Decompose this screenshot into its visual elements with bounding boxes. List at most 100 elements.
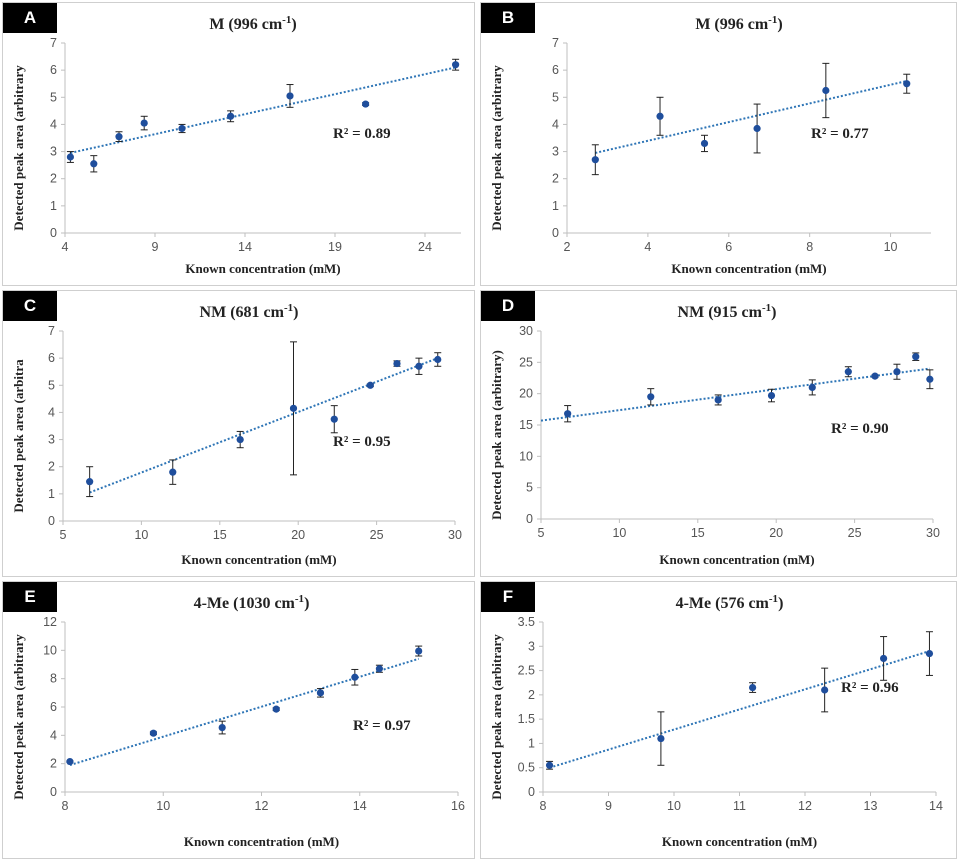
panel-letter: C [3, 291, 57, 321]
chart-panel-d: 5 10 15 20 25 30 0 5 10 15 20 25 30 NM (915 cm-1) Know… [480, 290, 957, 577]
data-point [647, 393, 655, 401]
r-squared-label: R² = 0.89 [333, 126, 391, 142]
chart-title: NM (915 cm-1) [678, 302, 777, 321]
y-axis-label: Detected peak area (arbitrary [11, 65, 26, 231]
chart-svg: 8 9 10 11 12 13 14 0 0.5 1 1.5 2 2.5 3 3.5 4-Me (576 cm… [489, 593, 943, 849]
chart-panel-b: 2 4 6 8 10 0 1 2 3 4 5 6 7 M (996 cm-1) Known concentr… [480, 2, 957, 286]
data-point [272, 705, 280, 713]
chart-svg: 8 10 12 14 16 0 2 4 6 8 10 12 4-Me (1030 cm-1) Known … [11, 593, 465, 849]
y-tick-label: 12 [43, 615, 57, 629]
x-tick-label: 10 [884, 240, 898, 254]
data-point [393, 359, 401, 368]
trendline [69, 657, 419, 767]
y-tick-label: 3 [48, 433, 55, 447]
data-point [236, 435, 244, 444]
x-tick-label: 24 [418, 240, 432, 254]
data-point [545, 761, 554, 769]
data-point [434, 355, 442, 364]
y-tick-label: 0.5 [518, 761, 535, 775]
x-tick-label: 12 [255, 799, 269, 813]
data-point [700, 139, 709, 148]
data-point [169, 468, 177, 476]
y-tick-label: 10 [519, 449, 533, 463]
data-point [366, 381, 374, 389]
data-point [115, 133, 123, 141]
data-point [657, 734, 665, 743]
y-axis-label: Detected peak area (arbitra [11, 359, 26, 513]
x-tick-label: 5 [538, 526, 545, 540]
y-tick-label: 0 [48, 514, 55, 528]
chart-svg: 4 9 14 19 24 0 1 2 3 4 5 6 7 M (996 cm-1) Known concen… [11, 14, 461, 276]
y-tick-label: 30 [519, 324, 533, 338]
y-tick-label: 5 [526, 481, 533, 495]
x-axis-label: Known concentration (mM) [181, 552, 336, 567]
data-point [330, 415, 338, 423]
y-tick-label: 7 [50, 36, 57, 50]
y-tick-label: 1 [50, 199, 57, 213]
data-point [767, 391, 776, 400]
x-axis-label: Known concentration (mM) [184, 834, 339, 849]
chart-title-superscript: -1 [295, 593, 304, 605]
chart-title-superscript: -1 [284, 302, 293, 314]
r-squared-label: R² = 0.95 [333, 434, 391, 450]
x-tick-label: 25 [370, 528, 384, 542]
chart-title-text: 4-Me (1030 cm [194, 595, 296, 612]
data-point [903, 80, 911, 88]
x-tick-label: 30 [448, 528, 462, 542]
chart-title: M (996 cm-1) [695, 14, 782, 33]
x-tick-label: 9 [152, 240, 159, 254]
chart-title: 4-Me (576 cm-1) [676, 593, 784, 612]
x-tick-label: 10 [612, 526, 626, 540]
chart-title-text: M (996 cm [695, 16, 769, 33]
x-axis-label: Known concentration (mM) [671, 261, 826, 276]
data-point [415, 647, 423, 655]
x-tick-label: 4 [644, 240, 651, 254]
y-tick-label: 3 [50, 145, 57, 159]
x-tick-label: 16 [451, 799, 465, 813]
y-tick-label: 2 [50, 172, 57, 186]
chart-panel-e: 8 10 12 14 16 0 2 4 6 8 10 12 4-Me (1030 cm-1) Known … [2, 581, 475, 859]
chart-title-close: ) [304, 595, 309, 612]
data-point [714, 396, 722, 404]
data-point [564, 410, 572, 418]
y-tick-label: 0 [50, 226, 57, 240]
data-point [218, 723, 226, 732]
y-tick-label: 7 [552, 36, 559, 50]
y-tick-label: 4 [552, 117, 559, 131]
x-tick-label: 15 [691, 526, 705, 540]
panel-letter: B [481, 3, 535, 33]
y-tick-label: 1 [552, 199, 559, 213]
y-tick-label: 4 [50, 117, 57, 131]
y-tick-label: 25 [519, 355, 533, 369]
data-point [140, 119, 148, 127]
chart-title-close: ) [771, 304, 776, 321]
data-point [656, 112, 664, 120]
x-tick-label: 9 [605, 799, 612, 813]
data-point [66, 153, 74, 161]
x-tick-label: 14 [929, 799, 943, 813]
data-point [316, 689, 325, 697]
data-point [822, 86, 830, 95]
data-point [452, 61, 460, 69]
r-squared-label: R² = 0.96 [841, 680, 899, 696]
y-tick-label: 4 [50, 728, 57, 742]
data-point [893, 368, 901, 376]
data-point [749, 683, 757, 692]
x-tick-label: 20 [769, 526, 783, 540]
y-tick-label: 0 [528, 785, 535, 799]
data-point [591, 156, 599, 164]
x-tick-label: 30 [926, 526, 940, 540]
y-tick-label: 8 [50, 672, 57, 686]
y-tick-label: 2 [552, 172, 559, 186]
trendline [595, 80, 907, 154]
data-point [289, 404, 298, 412]
data-point [362, 100, 370, 108]
trendline [89, 357, 439, 494]
data-point [90, 160, 98, 168]
x-tick-label: 11 [733, 799, 746, 813]
x-tick-label: 20 [291, 528, 305, 542]
x-axis-label: Known concentration (mM) [659, 552, 814, 567]
x-tick-label: 10 [156, 799, 170, 813]
x-axis-label: Known concentration (mM) [185, 261, 340, 276]
r-squared-label: R² = 0.90 [831, 421, 889, 437]
